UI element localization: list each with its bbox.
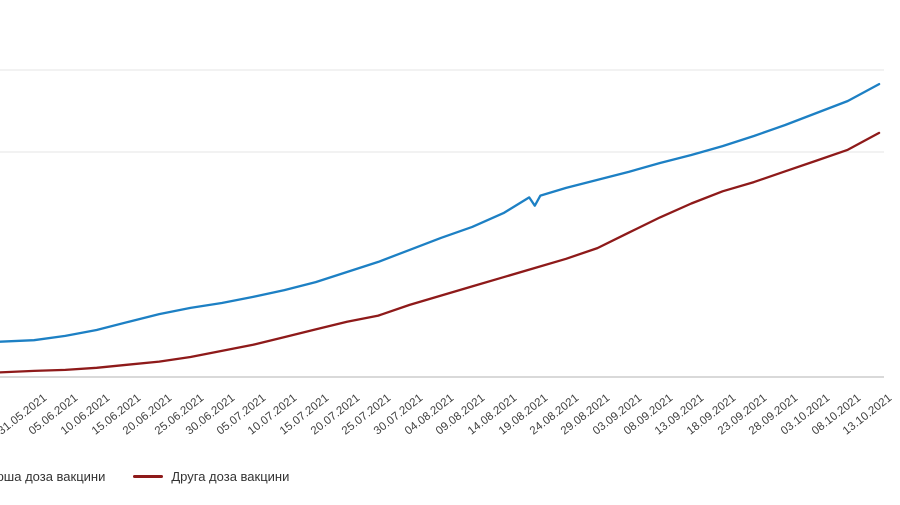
legend-label-second-dose: Друга доза вакцини (171, 468, 290, 484)
chart-legend: Перша доза вакцини Друга доза вакцини (0, 466, 289, 486)
second-dose-line-swatch (133, 474, 164, 478)
line-first-dose (0, 82, 881, 343)
line-second-dose (0, 131, 881, 374)
legend-item-first-dose[interactable]: Перша доза вакцини (0, 469, 105, 484)
legend-label-first-dose: Перша доза вакцини (0, 468, 106, 484)
legend-item-second-dose[interactable]: Друга доза вакцини (133, 469, 289, 484)
